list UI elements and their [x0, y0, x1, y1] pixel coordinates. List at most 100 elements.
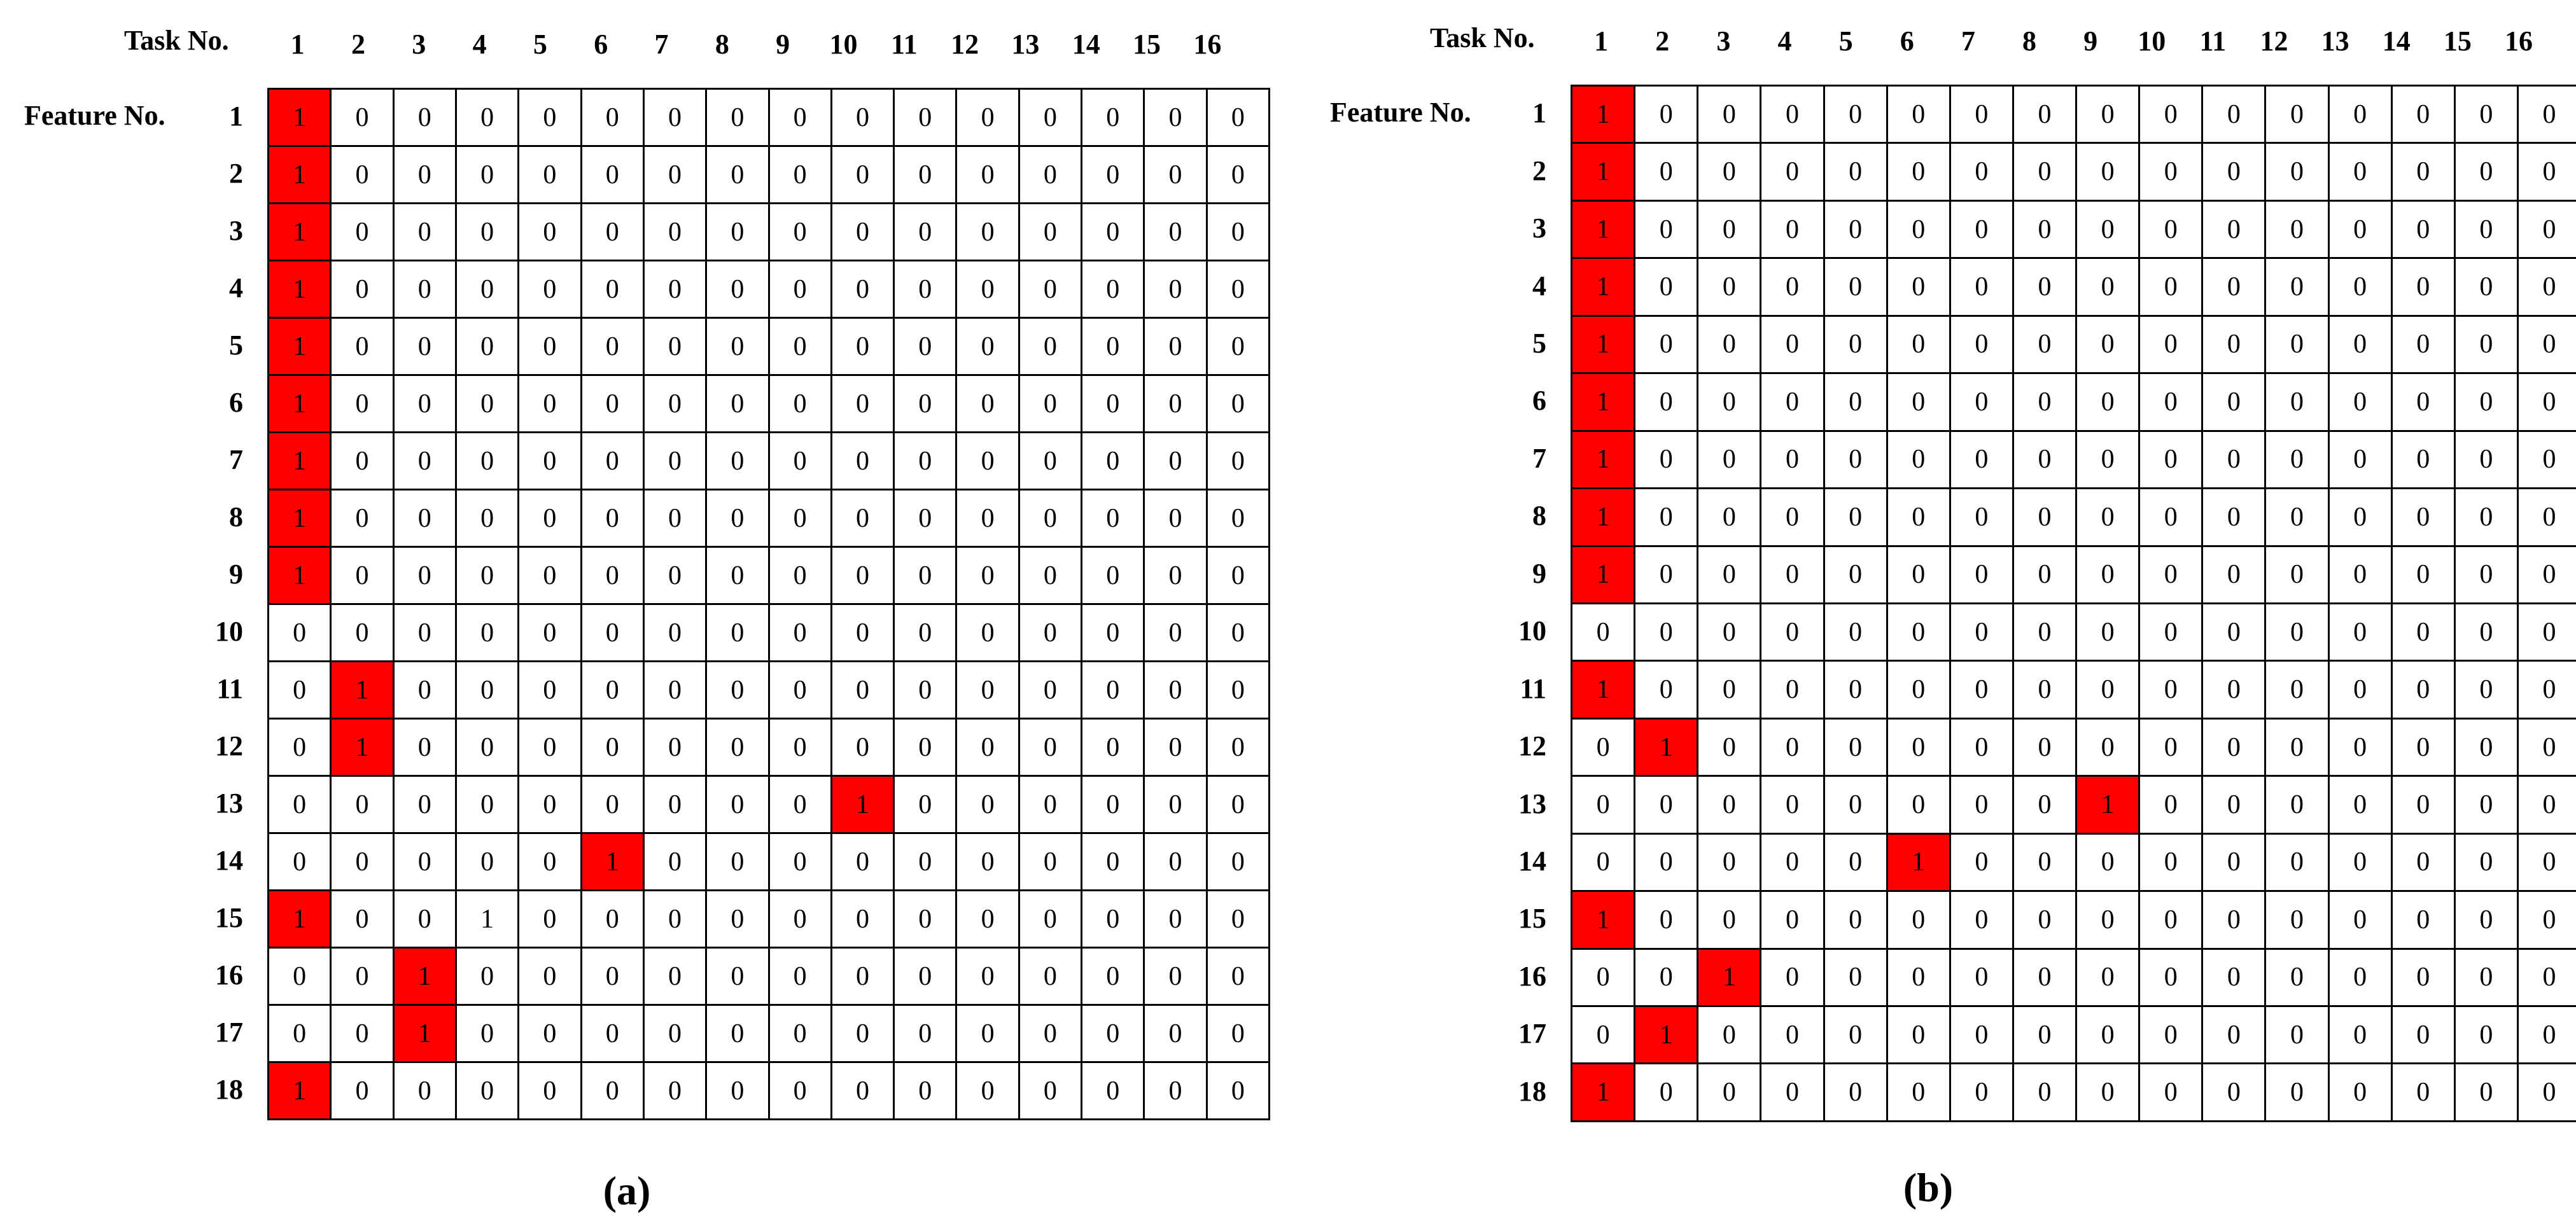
matrix-cell: 0: [1760, 717, 1825, 777]
feature-row-header: 4: [229, 272, 243, 303]
matrix-cell: 0: [955, 1061, 1020, 1120]
matrix-cell: 0: [2201, 947, 2267, 1008]
matrix-cell: 0: [2390, 947, 2456, 1008]
feature-row-header: 16: [215, 959, 243, 991]
matrix-cell-highlighted: 1: [1570, 660, 1636, 720]
matrix-cell: 0: [2264, 487, 2330, 547]
matrix-cell: 0: [2075, 372, 2141, 432]
matrix-cell: 0: [2201, 717, 2267, 777]
matrix-cell: 0: [2516, 660, 2576, 720]
matrix-cell-highlighted: 1: [1570, 372, 1636, 432]
matrix-cell: 0: [1143, 1061, 1208, 1120]
matrix-cell: 0: [955, 660, 1020, 720]
matrix-cell: 0: [454, 317, 520, 376]
matrix-cell: 0: [1697, 257, 1762, 317]
task-column-header: 2: [1655, 25, 1670, 57]
matrix-cell: 0: [1823, 775, 1888, 835]
matrix-cell: 0: [1697, 1062, 1762, 1122]
matrix-cell: 0: [2264, 602, 2330, 662]
matrix-cell: 0: [1081, 145, 1145, 204]
matrix-cell: 0: [1823, 257, 1888, 317]
matrix-cell-highlighted: 1: [1570, 1062, 1636, 1122]
matrix-cell: 0: [517, 660, 582, 720]
matrix-cell: 0: [1205, 718, 1271, 777]
feature-row-header: 4: [1532, 270, 1546, 302]
matrix-cell: 0: [2138, 660, 2204, 720]
matrix-cell: 0: [2327, 775, 2393, 835]
matrix-cell: 0: [830, 1061, 895, 1120]
matrix-cell: 0: [2264, 257, 2330, 317]
matrix-cell-highlighted: 1: [267, 88, 332, 147]
matrix-cell: 0: [2390, 372, 2456, 432]
matrix-cell: 0: [267, 1004, 332, 1063]
matrix-cell: 0: [2327, 660, 2393, 720]
matrix-cell: 0: [2327, 947, 2393, 1008]
matrix-cell: 0: [517, 317, 582, 376]
matrix-cell: 0: [1760, 1062, 1825, 1122]
matrix-cell: 0: [392, 431, 457, 490]
matrix-cell: 0: [1205, 489, 1271, 548]
matrix-cell: 0: [1634, 775, 1699, 835]
matrix-cell: 0: [517, 431, 582, 490]
matrix-cell: 0: [392, 88, 457, 147]
matrix-cell: 0: [642, 775, 708, 834]
matrix-cell: 0: [2012, 429, 2078, 490]
matrix-cell: 0: [955, 546, 1020, 605]
feature-row-header: 3: [229, 215, 243, 246]
matrix-cell: 0: [2390, 199, 2456, 260]
matrix-cell: 0: [2264, 890, 2330, 950]
matrix-cell: 0: [642, 1061, 708, 1120]
matrix-cell: 0: [2453, 199, 2519, 260]
task-column-header: 14: [1072, 29, 1100, 60]
matrix-cell: 0: [392, 718, 457, 777]
matrix-cell: 0: [2201, 1062, 2267, 1122]
matrix-cell: 0: [454, 489, 520, 548]
feature-row-header: 5: [1532, 328, 1546, 359]
task-column-header: 1: [1594, 25, 1609, 57]
matrix-cell: 0: [330, 489, 395, 548]
matrix-cell: 0: [2327, 1062, 2393, 1122]
matrix-cell: 0: [1697, 775, 1762, 835]
matrix-cell: 0: [830, 1004, 895, 1063]
matrix-cell: 0: [392, 202, 457, 261]
feature-no-label: Feature No.: [1330, 97, 1471, 128]
matrix-cell: 0: [580, 88, 645, 147]
matrix-cell: 0: [1205, 1061, 1271, 1120]
matrix-cell: 0: [2012, 314, 2078, 375]
matrix-cell: 0: [2516, 429, 2576, 490]
matrix-cell: 0: [767, 947, 832, 1006]
matrix-cell: 0: [1081, 1004, 1145, 1063]
matrix-cell: 0: [267, 603, 332, 662]
matrix-cell: 0: [1570, 717, 1636, 777]
matrix-cell: 0: [2012, 257, 2078, 317]
matrix-cell: 0: [1081, 202, 1145, 261]
matrix-cell: 0: [1886, 84, 1951, 144]
matrix-cell: 0: [2138, 545, 2204, 604]
matrix-cell: 0: [2453, 429, 2519, 490]
matrix-cell: 0: [2327, 487, 2393, 547]
matrix-cell: 0: [2264, 947, 2330, 1008]
matrix-cell: 0: [1634, 314, 1699, 375]
matrix-cell: 0: [392, 660, 457, 720]
matrix-cell: 0: [517, 1061, 582, 1120]
feature-row-header: 17: [1518, 1018, 1546, 1050]
matrix-cell: 0: [454, 1061, 520, 1120]
feature-row-header: 2: [229, 158, 243, 189]
matrix-cell: 0: [2012, 660, 2078, 720]
matrix-cell: 0: [1886, 947, 1951, 1008]
matrix-cell: 0: [580, 603, 645, 662]
matrix-cell: 0: [2390, 890, 2456, 950]
matrix-cell: 0: [1081, 317, 1145, 376]
matrix-cell-highlighted: 1: [830, 775, 895, 834]
matrix-cell-highlighted: 1: [1634, 1005, 1699, 1065]
matrix-cell: 0: [1949, 545, 2014, 604]
